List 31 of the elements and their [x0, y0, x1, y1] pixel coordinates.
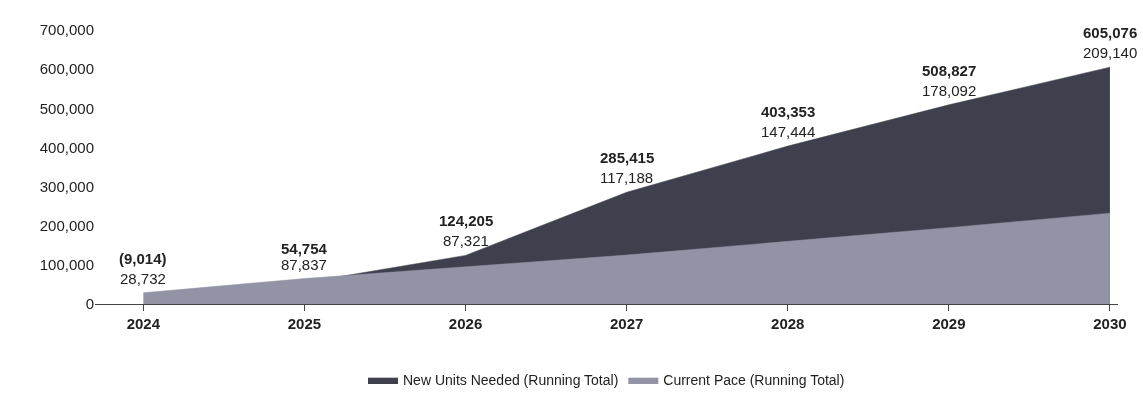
- y-tick-label: 700,000: [39, 21, 94, 39]
- data-label: 124,205: [439, 212, 494, 229]
- annotation: 147,444: [761, 123, 816, 140]
- y-tick-label: 0: [85, 295, 94, 313]
- y-tick-label: 100,000: [39, 256, 94, 274]
- legend-label: New Units Needed (Running Total): [403, 372, 619, 389]
- y-tick-label: 300,000: [39, 177, 94, 195]
- y-tick-label: 200,000: [39, 216, 94, 234]
- annotation: 117,188: [600, 169, 654, 186]
- x-tick-label: 2024: [126, 315, 161, 332]
- legend-label: Current Pace (Running Total): [663, 372, 845, 389]
- data-label: 285,415: [600, 149, 655, 166]
- data-label: 508,827: [922, 62, 977, 79]
- annotation: 87,321: [443, 232, 489, 249]
- data-label: 605,076: [1083, 24, 1138, 41]
- annotation: 87,837: [281, 256, 327, 273]
- annotation: 209,140: [1083, 44, 1138, 61]
- data-label: 403,353: [761, 103, 816, 120]
- y-tick-label: 400,000: [39, 138, 94, 156]
- y-tick-label: 600,000: [39, 60, 94, 78]
- x-tick-label: 2026: [448, 315, 483, 332]
- x-tick-label: 2025: [287, 315, 322, 332]
- x-tick-label: 2028: [771, 315, 805, 332]
- x-tick-label: 2027: [609, 315, 644, 332]
- x-tick-label: 2030: [1093, 315, 1127, 332]
- y-tick-label: 500,000: [39, 99, 94, 117]
- x-tick-label: 2029: [932, 315, 966, 332]
- annotation: 28,732: [120, 270, 166, 287]
- annotation: 178,092: [922, 82, 977, 99]
- text: (9,014): [119, 250, 167, 267]
- data-label: 54,754: [281, 240, 328, 257]
